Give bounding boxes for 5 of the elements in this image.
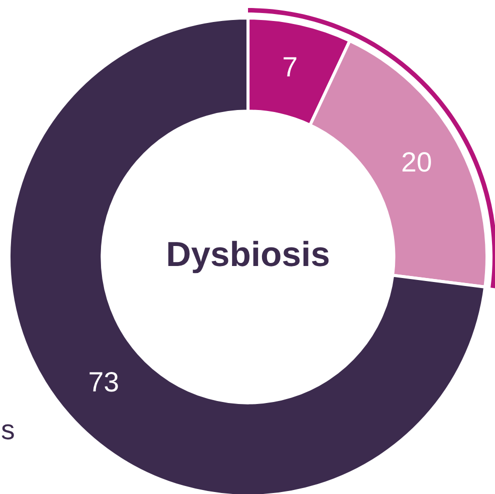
data-label: 73	[90, 372, 118, 392]
text: s	[2, 424, 14, 440]
text: Dysbiosis	[168, 240, 329, 274]
data-label: 20	[402, 152, 431, 172]
data-label: 7	[284, 57, 296, 76]
